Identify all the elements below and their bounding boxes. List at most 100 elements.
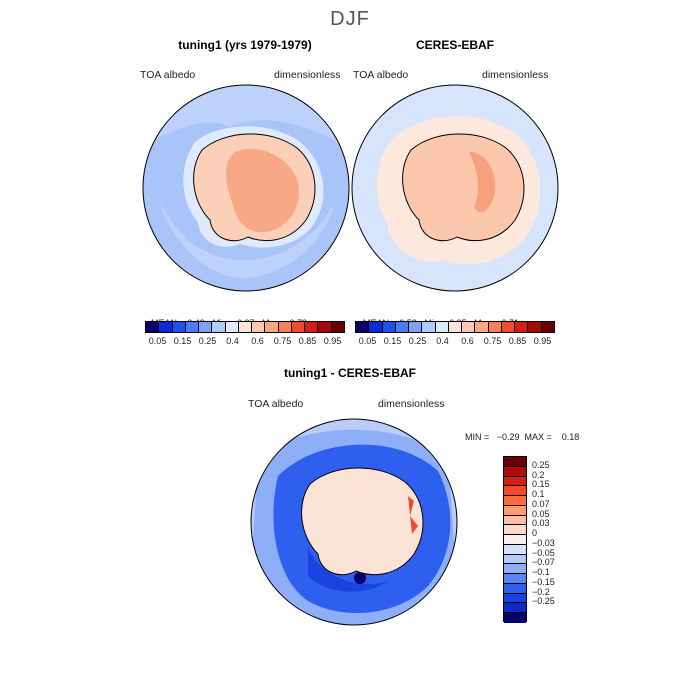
panel1-colorbar-swatch [252,322,266,332]
panel3-colorbar-swatch [504,603,526,613]
panel3-colorbar-swatch [504,583,526,594]
panel3-colorbar-swatch [504,593,526,604]
panel1-map [142,84,350,292]
panel3-positive-coastal-patch [408,496,418,534]
panel2-map [351,84,559,292]
panel2-colorbar-tick-label: 0.25 [408,336,427,346]
panel1-colorbar-swatch [291,322,306,332]
panel3-antarctica-outline [301,467,424,576]
panel3-units-label: dimensionless [378,398,445,410]
panel1-colorbar-swatch [305,322,319,332]
panel1-colorbar-tick-label: 0.6 [251,336,264,346]
panel2-units-label: dimensionless [482,69,549,81]
panel2-colorbar-ticks: 0.05 0.15 0.25 0.4 0.6 0.75 0.85 0.95 [355,336,555,348]
panel2-colorbar-swatch [515,322,529,332]
panel2-colorbar-swatch [356,322,370,332]
panel3-strong-negative-band [308,546,388,592]
panel3-colorbar-swatch [504,505,526,516]
panel3-colorbar-swatch [504,525,526,535]
panel3-colorbar-tick-label: 0.03 [532,518,550,529]
panel2-colorbar-tick-label: 0.05 [358,336,377,346]
panel3-colorbar-swatch [504,554,526,565]
figure-title: DJF [330,8,370,30]
panel2-antarctica-outline [402,133,525,242]
panel3-variable-label: TOA albedo [248,398,304,410]
panel2-colorbar-swatch [528,322,542,332]
panel3-colorbar-swatch [504,544,526,555]
panel3-colorbar-tick-label: 0.15 [532,479,550,490]
panel3-colorbar-swatch [504,496,526,506]
panel1-colorbar-tick-label: 0.05 [148,336,167,346]
panel3-colorbar-tick-label: −0.07 [532,557,555,568]
panel2-map-border [351,84,559,292]
panel3-colorbar-swatch [504,515,526,526]
panel3-map-border [250,418,458,626]
panel2-variable-label: TOA albedo [353,69,409,81]
panel2-title: CERES-EBAF [415,38,494,52]
panel3-colorbar-ticks: 0.25 0.2 0.15 0.1 0.07 0.05 0.03 0 −0.03 −0.05 −0.… [532,456,592,622]
panel3-colorbar-swatch [504,564,526,574]
panel2-colorbar-tick-label: 0.15 [383,336,402,346]
panel2-colorbar-tick-label: 0.6 [461,336,474,346]
panel3-colorbar-tick-label: −0.25 [532,596,555,607]
panel2-colorbar-swatch [369,322,383,332]
panel2-colorbar-swatch [475,322,489,332]
panel1-high-albedo-plateau [226,148,299,233]
panel2-high-albedo-ridge [469,152,496,213]
panel3-colorbar-tick-label: −0.1 [532,567,550,578]
panel2-colorbar-tick-label: 0.75 [483,336,502,346]
panel1-title: tuning1 (yrs 1979-1979) [178,38,312,52]
panel2-colorbar-tick-label: 0.95 [533,336,552,346]
panel2-colorbar-swatch [435,322,449,332]
panel2-colorbar-tick-label: 0.4 [436,336,449,346]
panel3-colorbar-swatch [504,574,526,584]
panel1-colorbar-ticks: 0.05 0.15 0.25 0.4 0.6 0.75 0.85 0.95 [145,336,345,348]
panel3-colorbar-tick-label: 0.1 [532,489,545,500]
panel3-title: tuning1 - CERES-EBAF [284,366,416,380]
panel3-colorbar-tick-label: 0 [532,528,538,539]
panel2-colorbar-swatch [395,322,410,332]
panel2-colorbar-swatch [422,322,436,332]
panel1-colorbar-swatch [238,322,253,332]
panel1-colorbar-swatch [265,322,279,332]
panel1-colorbar-swatch [146,322,160,332]
panel3-colorbar [503,456,527,623]
panel2-colorbar-swatch [462,322,476,332]
panel1-colorbar-swatch [212,322,226,332]
panel1-colorbar-swatch [185,322,200,332]
panel1-colorbar [145,321,345,333]
panel3-colorbar-swatch [504,613,526,623]
panel1-units-label: dimensionless [274,69,341,81]
panel3-colorbar-tick-label: 0.05 [532,508,550,519]
panel1-map-border [142,84,350,292]
panel2-colorbar [355,321,555,333]
panel2-colorbar-swatch [541,322,554,332]
panel1-variable-label: TOA albedo [140,69,196,81]
panel3-map [250,418,458,626]
panel1-colorbar-swatch [331,322,344,332]
panel1-colorbar-swatch [172,322,186,332]
panel3-colorbar-tick-label: −0.2 [532,586,550,597]
panel3-colorbar-tick-label: −0.15 [532,576,555,587]
panel1-colorbar-tick-label: 0.85 [298,336,317,346]
panel3-min-max: MIN = −0.29 MAX = 0.18 [465,432,580,442]
panel3-colorbar-tick-label: 0.25 [532,459,550,470]
panel2-colorbar-swatch [409,322,423,332]
panel1-colorbar-tick-label: 0.4 [226,336,239,346]
panel3-colorbar-tick-label: −0.05 [532,547,555,558]
panel1-colorbar-swatch [278,322,292,332]
panel3-minimum-spot [354,572,366,584]
panel1-colorbar-tick-label: 0.75 [273,336,292,346]
panel2-colorbar-swatch [488,322,502,332]
panel1-colorbar-swatch [318,322,332,332]
panel3-colorbar-swatch [504,535,526,545]
panel3-colorbar-swatch [504,476,526,487]
panel1-ocean-band-south [160,202,335,279]
panel2-colorbar-swatch [448,322,463,332]
panel3-colorbar-tick-label: 0.07 [532,498,550,509]
panel3-colorbar-tick-label: 0.2 [532,469,545,480]
panel1-colorbar-swatch [159,322,173,332]
panel3-colorbar-swatch [504,457,526,467]
panel2-colorbar-tick-label: 0.85 [508,336,527,346]
panel1-colorbar-swatch [225,322,239,332]
